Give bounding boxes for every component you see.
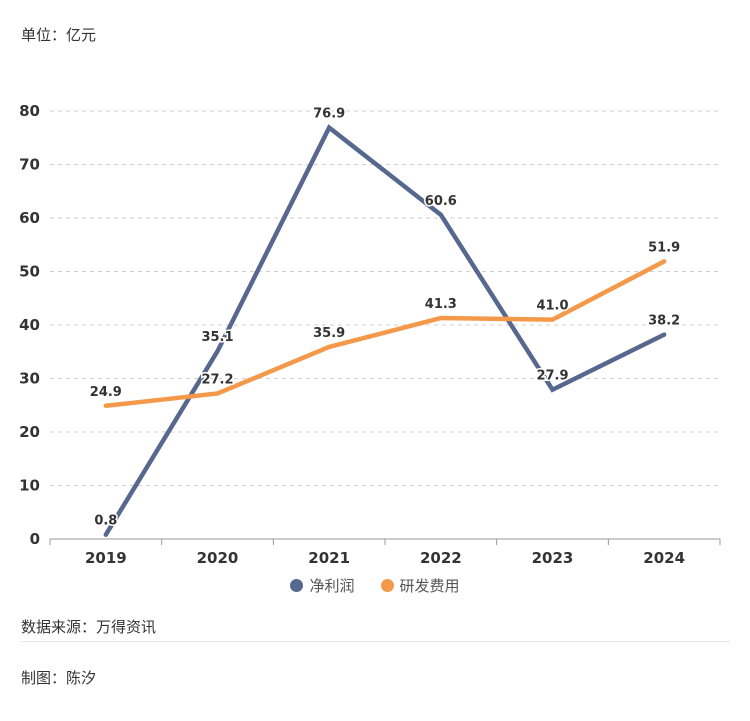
data-label-net-profit: 76.9 [313,107,345,122]
data-label-net-profit: 38.2 [648,314,680,329]
series-line-rd-expense [103,259,667,409]
legend-label-rd-expense: 研发费用 [399,577,460,595]
y-tick-label: 30 [19,370,40,388]
x-tick-label: 2024 [643,549,685,565]
data-label-rd-expense: 24.9 [90,385,122,400]
y-tick-label: 50 [19,263,40,281]
legend-item-net-profit[interactable]: 净利润 [290,575,355,596]
data-label-rd-expense: 35.9 [313,326,345,341]
data-source: 数据来源：万得资讯 [21,618,157,636]
legend-marker-rd-expense [380,579,394,592]
chart-legend: 净利润 研发费用 [0,575,750,596]
line-chart: 0 10 20 30 40 50 60 70 80 2019 2020 2021 2022 2023 202… [19,102,721,565]
data-label-net-profit: 0.8 [94,514,117,529]
x-tick-label: 2019 [85,549,127,565]
y-tick-label: 20 [19,423,40,441]
y-tick-label: 0 [30,530,40,548]
y-tick-label: 10 [19,477,40,495]
data-label-rd-expense: 41.0 [536,299,568,314]
x-tick-label: 2023 [532,549,574,565]
data-label-rd-expense: 27.2 [201,372,233,387]
series-line-net-profit [103,124,667,537]
legend-label-net-profit: 净利润 [309,577,355,595]
x-tick-label: 2021 [308,549,350,565]
x-tick-label: 2022 [420,549,462,565]
y-tick-label: 70 [19,156,40,174]
footer-divider [21,641,730,642]
x-tick-label: 2020 [197,549,239,565]
data-label-rd-expense: 41.3 [425,297,457,312]
legend-marker-net-profit [290,579,304,592]
data-label-net-profit: 27.9 [536,369,568,384]
legend-item-rd-expense[interactable]: 研发费用 [380,575,460,596]
unit-label: 单位：亿元 [21,26,97,44]
chart-author: 制图：陈汐 [21,669,97,687]
data-label-net-profit: 35.1 [201,330,233,345]
data-label-rd-expense: 51.9 [648,240,680,255]
y-tick-label: 80 [19,102,40,120]
y-tick-label: 40 [19,316,40,334]
data-label-net-profit: 60.6 [425,194,457,209]
y-tick-label: 60 [19,209,40,227]
